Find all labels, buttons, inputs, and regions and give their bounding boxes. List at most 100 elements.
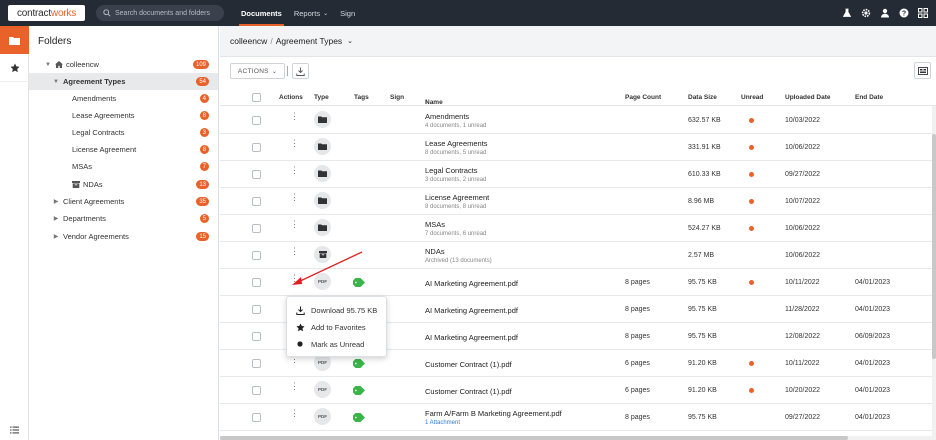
caret-right-icon[interactable]: ▶ xyxy=(53,199,59,205)
flask-icon[interactable] xyxy=(842,8,852,18)
tag-icon[interactable] xyxy=(353,413,365,422)
list-rail-button[interactable] xyxy=(0,426,29,434)
row-checkbox[interactable] xyxy=(252,413,261,422)
search-input[interactable]: Search documents and folders xyxy=(96,5,224,21)
row-name[interactable]: AI Marketing Agreement.pdf xyxy=(425,333,518,342)
select-all-checkbox[interactable] xyxy=(252,93,261,102)
nav-sign[interactable]: Sign xyxy=(340,8,356,18)
menu-download[interactable]: Download 95.75 KB xyxy=(295,304,377,316)
row-name[interactable]: AI Marketing Agreement.pdf xyxy=(425,306,518,315)
tree-node-client-agreements[interactable]: ▶ Client Agreements 35 xyxy=(29,193,218,210)
tag-icon[interactable] xyxy=(353,278,365,287)
table-row[interactable]: ⋮ NDAs Archived (13 documents) 2.57 MB 1… xyxy=(220,242,933,269)
attachment-link[interactable]: 1 Attachment xyxy=(425,420,461,426)
menu-add-to-favorites[interactable]: Add to Favorites xyxy=(295,321,366,333)
col-unread[interactable]: Unread xyxy=(741,94,764,101)
col-data-size[interactable]: Data Size xyxy=(688,94,717,101)
col-uploaded-date[interactable]: Uploaded Date xyxy=(785,94,831,101)
tag-icon[interactable] xyxy=(353,386,365,395)
apps-grid-icon[interactable] xyxy=(918,8,928,18)
col-page-count[interactable]: Page Count xyxy=(625,94,662,101)
row-name[interactable]: MSAs xyxy=(425,220,446,229)
col-tags[interactable]: Tags xyxy=(354,94,369,101)
tag-icon[interactable] xyxy=(353,359,365,368)
row-name[interactable]: License Agreement xyxy=(425,193,490,202)
row-name[interactable]: AI Marketing Agreement.pdf xyxy=(425,279,518,288)
tree-node-legal-contracts[interactable]: Legal Contracts 3 xyxy=(29,124,218,141)
table-row[interactable]: ⋮ PDF Customer Contract (1).pdf 6 pages … xyxy=(220,377,933,404)
caret-down-icon[interactable]: ▼ xyxy=(53,78,59,85)
row-name[interactable]: Customer Contract (1).pdf xyxy=(425,387,512,396)
tree-node-license-agreement[interactable]: License Agreement 8 xyxy=(29,141,218,158)
col-actions[interactable]: Actions xyxy=(279,94,303,101)
tree-node-amendments[interactable]: Amendments 4 xyxy=(29,90,218,107)
row-checkbox[interactable] xyxy=(252,305,261,314)
row-actions-icon[interactable]: ⋮ xyxy=(290,192,299,202)
row-actions-icon[interactable]: ⋮ xyxy=(290,408,299,418)
table-row[interactable]: ⋮ Amendments 4 documents, 1 unread 632.5… xyxy=(220,107,933,134)
download-button[interactable] xyxy=(292,63,309,79)
tree-node-colleencw[interactable]: ▼ colleencw 109 xyxy=(29,56,218,73)
row-checkbox[interactable] xyxy=(252,170,261,179)
caret-down-icon[interactable]: ▼ xyxy=(45,61,51,68)
table-row[interactable]: ⋮ Lease Agreements 8 documents, 5 unread… xyxy=(220,134,933,161)
contractworks-logo[interactable]: contract works xyxy=(8,5,85,21)
view-toggle-button[interactable] xyxy=(914,62,931,79)
tree-node-vendor-agreements[interactable]: ▶ Vendor Agreements 15 xyxy=(29,228,218,245)
table-row[interactable]: AI Marketing Agreement.pdf 8 pages 95.75… xyxy=(220,323,933,350)
row-actions-icon[interactable]: ⋮ xyxy=(290,111,299,121)
table-row[interactable]: ⋮ Legal Contracts 3 documents, 2 unread … xyxy=(220,161,933,188)
nav-reports[interactable]: Reports ⌄ xyxy=(293,8,329,18)
row-name[interactable]: Lease Agreements xyxy=(425,139,488,148)
row-checkbox[interactable] xyxy=(252,359,261,368)
scrollbar-thumb[interactable] xyxy=(932,134,936,359)
caret-right-icon[interactable]: ▶ xyxy=(53,234,59,240)
row-actions-icon[interactable]: ⋮ xyxy=(290,138,299,148)
row-name[interactable]: Customer Contract (1).pdf xyxy=(425,360,512,369)
row-checkbox[interactable] xyxy=(252,332,261,341)
chevron-down-icon[interactable]: ⌄ xyxy=(347,38,354,45)
gear-icon[interactable] xyxy=(861,8,871,18)
table-row[interactable]: AI Marketing Agreement.pdf 8 pages 95.75… xyxy=(220,296,933,323)
favorites-rail-button[interactable] xyxy=(0,54,29,82)
row-checkbox[interactable] xyxy=(252,116,261,125)
row-actions-icon[interactable]: ⋮ xyxy=(290,219,299,229)
row-actions-icon[interactable]: ⋮ xyxy=(290,381,299,391)
row-checkbox[interactable] xyxy=(252,251,261,260)
col-end-date[interactable]: End Date xyxy=(855,94,884,101)
caret-right-icon[interactable]: ▶ xyxy=(53,216,59,222)
table-row[interactable]: ⋮ PDF Farm A/Farm B Marketing Agreement.… xyxy=(220,404,933,431)
table-row[interactable]: ⋮ PDF AI Marketing Agreement.pdf 8 pages… xyxy=(220,269,933,296)
row-name[interactable]: Amendments xyxy=(425,112,470,121)
tree-node-ndas[interactable]: NDAs 13 xyxy=(29,176,218,193)
table-row[interactable]: ⋮ MSAs 7 documents, 6 unread 524.27 KB 1… xyxy=(220,215,933,242)
row-checkbox[interactable] xyxy=(252,143,261,152)
col-sign[interactable]: Sign xyxy=(390,94,405,101)
scrollbar-thumb[interactable] xyxy=(220,436,848,440)
row-checkbox[interactable] xyxy=(252,197,261,206)
row-name[interactable]: Legal Contracts xyxy=(425,166,478,175)
breadcrumb-root[interactable]: colleencw xyxy=(230,36,268,46)
row-name[interactable]: NDAs xyxy=(425,247,445,256)
tree-node-departments[interactable]: ▶ Departments 5 xyxy=(29,210,218,227)
col-type[interactable]: Type xyxy=(314,94,329,101)
vertical-scrollbar[interactable] xyxy=(932,106,936,440)
row-actions-icon[interactable]: ⋮ xyxy=(290,165,299,175)
row-checkbox[interactable] xyxy=(252,224,261,233)
user-icon[interactable] xyxy=(880,8,890,18)
table-row[interactable]: ⋮ PDF Customer Contract (1).pdf 6 pages … xyxy=(220,350,933,377)
help-icon[interactable]: ? xyxy=(899,8,909,18)
tree-node-agreement-types[interactable]: ▼ Agreement Types 54 xyxy=(29,73,218,90)
horizontal-scrollbar[interactable] xyxy=(220,436,936,440)
folders-rail-button[interactable] xyxy=(0,26,29,54)
row-checkbox[interactable] xyxy=(252,278,261,287)
row-name[interactable]: Farm A/Farm B Marketing Agreement.pdf xyxy=(425,409,562,418)
row-checkbox[interactable] xyxy=(252,386,261,395)
table-row[interactable]: ⋮ License Agreement 8 documents, 8 unrea… xyxy=(220,188,933,215)
tree-node-msas[interactable]: MSAs 7 xyxy=(29,158,218,175)
actions-dropdown-button[interactable]: ACTIONS ⌄ xyxy=(230,63,285,79)
nav-documents[interactable]: Documents xyxy=(235,0,288,26)
menu-mark-as-unread[interactable]: Mark as Unread xyxy=(295,338,364,350)
row-actions-icon[interactable]: ⋮ xyxy=(290,354,299,364)
tree-node-lease-agreements[interactable]: Lease Agreements 8 xyxy=(29,107,218,124)
